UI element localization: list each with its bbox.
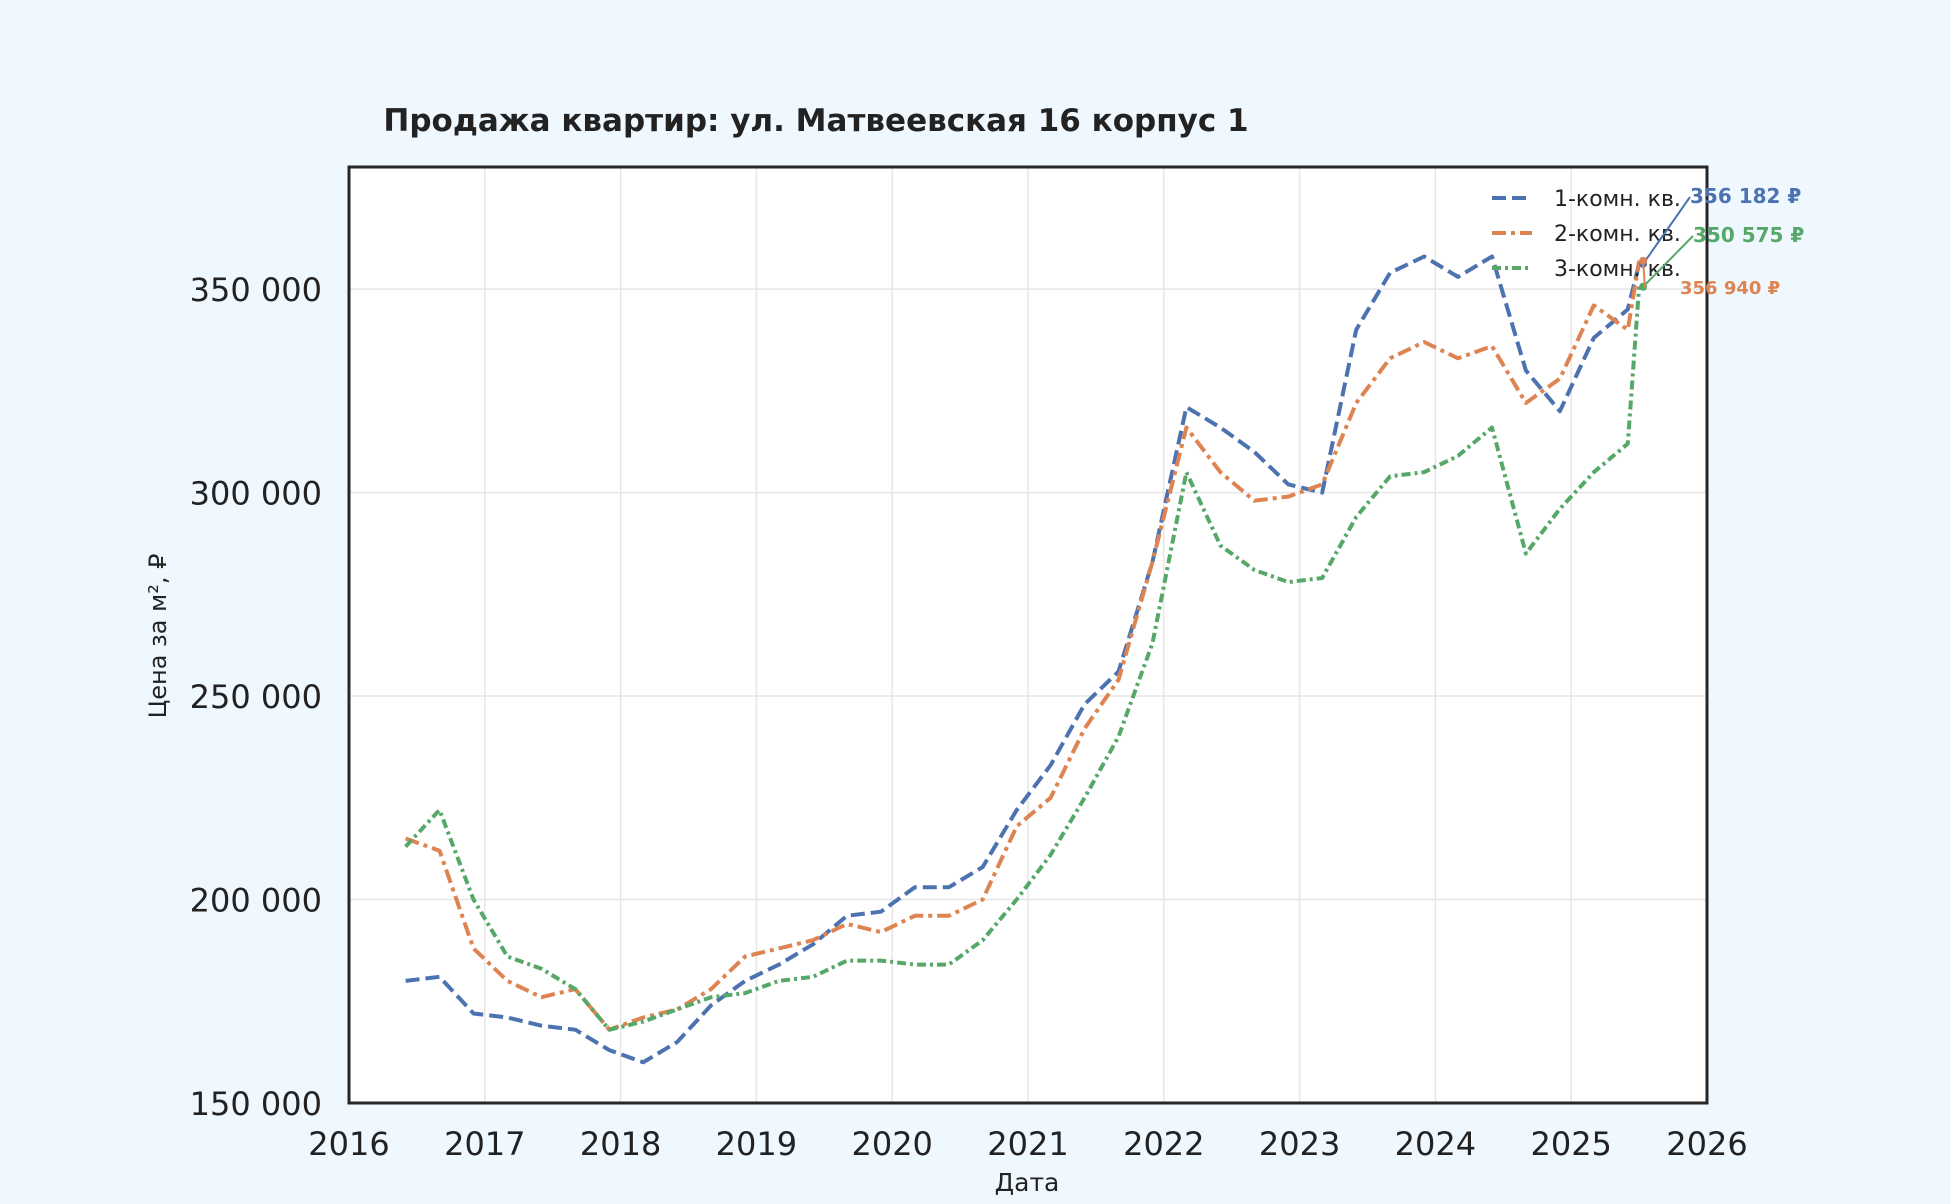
x-tick-label: 2022: [1123, 1125, 1204, 1163]
chart-title: Продажа квартир: ул. Матвеевская 16 корп…: [383, 103, 1248, 139]
x-tick-label: 2018: [580, 1125, 661, 1163]
legend-label: 1-комн. кв.: [1554, 187, 1681, 212]
series-line-1: [405, 254, 1642, 1065]
x-tick-label: 2019: [716, 1125, 797, 1163]
x-tick-label: 2020: [851, 1125, 932, 1163]
annotation-label: 356 940 ₽: [1680, 278, 1780, 299]
y-tick-label: 200 000: [190, 882, 322, 920]
y-tick-label: 300 000: [190, 475, 322, 513]
y-tick-label: 150 000: [190, 1085, 322, 1123]
series-line-3: [404, 286, 1642, 1032]
annotation-arrow: [1642, 260, 1646, 289]
x-tick-label: 2026: [1666, 1125, 1747, 1163]
x-tick-label: 2023: [1259, 1125, 1340, 1163]
annotation-arrowhead: [1639, 256, 1648, 265]
axes: 2016 2017 2018 2019 2020 2021 2022 2023 2024 2025…: [190, 165, 1748, 1163]
y-tick-label: 250 000: [190, 678, 322, 716]
legend-label: 3-комн. кв.: [1554, 257, 1681, 282]
x-tick-label: 2021: [987, 1125, 1068, 1163]
x-tick-label: 2024: [1395, 1125, 1476, 1163]
x-tick-label: 2016: [308, 1125, 389, 1163]
x-axis-label: Дата: [995, 1168, 1060, 1197]
y-axis-label: Цена за м², ₽: [144, 554, 172, 719]
annotation-label: 350 575 ₽: [1693, 223, 1804, 247]
annotation-label: 356 182 ₽: [1690, 184, 1801, 208]
legend-label: 2-комн. кв.: [1554, 222, 1681, 247]
x-tick-label: 2025: [1530, 1125, 1611, 1163]
annotations: 356 182 ₽ 350 575 ₽ 356 940 ₽: [1639, 184, 1804, 299]
annotation-arrow: [1642, 235, 1694, 288]
grid: [348, 167, 1708, 1104]
x-tick-label: 2017: [444, 1125, 525, 1163]
plot-frame: [347, 165, 1709, 1105]
y-tick-label: 350 000: [190, 271, 322, 309]
series-group: [404, 254, 1642, 1065]
annotation-arrow: [1642, 196, 1691, 265]
